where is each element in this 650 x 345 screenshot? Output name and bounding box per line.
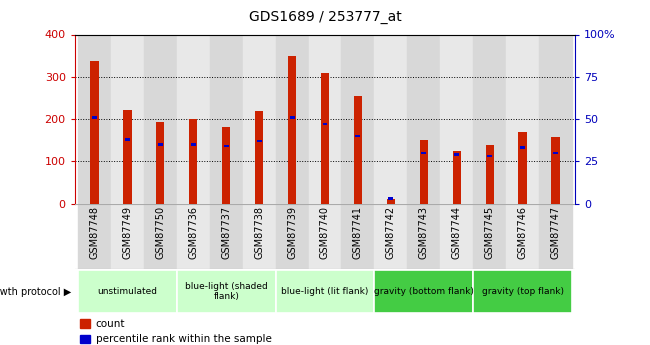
Text: GSM87747: GSM87747 <box>551 206 560 259</box>
Bar <box>519 132 526 204</box>
Bar <box>309 34 341 204</box>
Bar <box>191 143 196 146</box>
Text: GSM87746: GSM87746 <box>517 206 528 258</box>
Text: GSM87748: GSM87748 <box>90 206 99 258</box>
Bar <box>341 34 374 204</box>
Bar <box>111 204 144 269</box>
Bar <box>487 155 492 157</box>
Bar <box>177 34 210 204</box>
Text: GSM87743: GSM87743 <box>419 206 429 258</box>
Text: GSM87741: GSM87741 <box>353 206 363 258</box>
Bar <box>454 153 459 156</box>
Bar <box>242 34 276 204</box>
Bar <box>257 140 261 142</box>
Text: blue-light (shaded
flank): blue-light (shaded flank) <box>185 282 268 301</box>
Bar <box>553 151 558 154</box>
Text: GDS1689 / 253777_at: GDS1689 / 253777_at <box>248 10 402 24</box>
Legend: count, percentile rank within the sample: count, percentile rank within the sample <box>80 319 272 344</box>
Bar <box>421 151 426 154</box>
Bar <box>276 204 309 269</box>
Bar <box>539 204 572 269</box>
Bar <box>389 197 393 200</box>
Bar <box>387 199 395 204</box>
Text: gravity (bottom flank): gravity (bottom flank) <box>374 287 474 296</box>
Bar <box>224 145 229 147</box>
Text: growth protocol ▶: growth protocol ▶ <box>0 287 72 296</box>
Bar <box>452 151 461 204</box>
Bar <box>506 204 539 269</box>
Bar <box>341 204 374 269</box>
Text: GSM87742: GSM87742 <box>386 206 396 259</box>
Bar <box>539 34 572 204</box>
Bar <box>408 204 440 269</box>
Bar <box>78 204 111 269</box>
Bar <box>156 122 164 204</box>
Bar <box>473 34 506 204</box>
Bar <box>440 204 473 269</box>
Bar <box>92 116 97 119</box>
Bar <box>473 204 506 269</box>
Bar <box>78 34 111 204</box>
Bar <box>440 34 473 204</box>
Bar <box>551 137 560 204</box>
Bar <box>408 34 440 204</box>
Bar <box>124 110 131 204</box>
Bar <box>374 270 473 313</box>
Bar <box>520 147 525 149</box>
Bar <box>322 123 328 125</box>
Bar <box>321 72 329 204</box>
Text: GSM87745: GSM87745 <box>485 206 495 259</box>
Bar <box>177 270 276 313</box>
Bar <box>288 57 296 204</box>
Bar <box>210 34 242 204</box>
Text: gravity (top flank): gravity (top flank) <box>482 287 564 296</box>
Text: GSM87739: GSM87739 <box>287 206 297 258</box>
Text: blue-light (lit flank): blue-light (lit flank) <box>281 287 369 296</box>
Bar <box>374 34 408 204</box>
Text: GSM87749: GSM87749 <box>122 206 133 258</box>
Text: GSM87740: GSM87740 <box>320 206 330 258</box>
Bar <box>177 204 210 269</box>
Bar <box>354 96 362 204</box>
Bar <box>420 140 428 204</box>
Bar <box>242 204 276 269</box>
Bar <box>276 270 374 313</box>
Text: GSM87737: GSM87737 <box>221 206 231 259</box>
Bar <box>290 116 294 119</box>
Bar <box>255 110 263 204</box>
Bar <box>473 270 572 313</box>
Bar <box>90 61 99 204</box>
Bar <box>210 204 242 269</box>
Bar <box>506 34 539 204</box>
Bar <box>189 119 198 204</box>
Bar <box>111 34 144 204</box>
Bar <box>144 34 177 204</box>
Text: GSM87744: GSM87744 <box>452 206 461 258</box>
Bar <box>144 204 177 269</box>
Text: GSM87736: GSM87736 <box>188 206 198 258</box>
Bar <box>125 138 130 140</box>
Bar <box>486 145 494 204</box>
Text: unstimulated: unstimulated <box>98 287 157 296</box>
Text: GSM87750: GSM87750 <box>155 206 165 259</box>
Bar <box>222 128 230 204</box>
Bar <box>78 270 177 313</box>
Bar <box>356 135 360 137</box>
Text: GSM87738: GSM87738 <box>254 206 264 258</box>
Bar <box>276 34 309 204</box>
Bar <box>374 204 408 269</box>
Bar <box>309 204 341 269</box>
Bar <box>158 143 163 146</box>
